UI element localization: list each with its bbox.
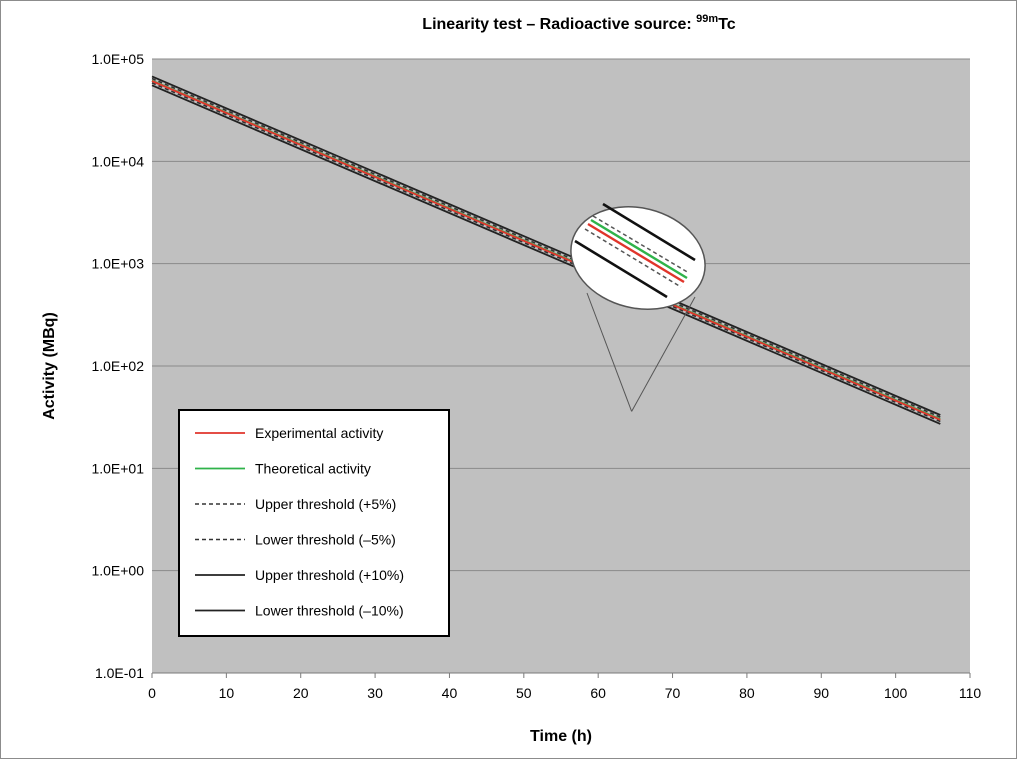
series-lines [151,75,941,425]
legend-label-0: Experimental activity [255,425,383,441]
series-line-4 [151,75,941,416]
x-tick-label: 50 [516,685,532,701]
legend-label-1: Theoretical activity [255,461,371,477]
y-tick-label: 1.0E+05 [91,51,144,67]
inset-line-1 [592,215,690,274]
x-tick-label: 70 [665,685,681,701]
y-tick-label: 1.0E+03 [91,256,144,272]
y-tick-label: 1.0E+00 [91,563,144,579]
x-tick-label: 30 [367,685,383,701]
inset-line-4 [584,228,682,288]
x-tick-label: 90 [813,685,829,701]
series-line-0 [151,80,941,421]
series-line-3 [151,82,941,423]
y-tick-label: 1.0E+04 [91,153,144,169]
series-line-2 [151,77,941,418]
x-tick-label: 60 [590,685,606,701]
series-line-5 [151,84,941,425]
legend-label-2: Upper threshold (+5%) [255,496,396,512]
x-axis-title: Time (h) [530,728,592,745]
legend-label-4: Upper threshold (+10%) [255,567,404,583]
inset-line-0 [602,202,696,262]
inset-connector-left [586,292,633,412]
inset-ellipse [570,206,706,310]
inset-line-5 [574,239,668,299]
inset-line-3 [587,222,685,284]
y-tick-label: 1.0E-01 [95,665,144,681]
magnified-inset [570,202,706,412]
x-tick-label: 100 [884,685,908,701]
chart-title-suffix: Tc [718,16,736,33]
legend-label-5: Lower threshold (–10%) [255,603,404,619]
x-tick-label: 80 [739,685,755,701]
legend-label-3: Lower threshold (–5%) [255,532,396,548]
y-axis-ticks: 1.0E-01 1.0E+00 1.0E+01 1.0E+02 1.0E+03 1.0E+… [91,51,144,681]
x-tick-label: 10 [219,685,235,701]
chart-title-superscript: 99m [696,13,718,25]
y-tick-label: 1.0E+02 [91,358,144,374]
y-tick-label: 1.0E+01 [91,460,144,476]
x-tick-label: 40 [442,685,458,701]
inset-connector-right [631,296,696,412]
y-axis-title: Activity (MBq) [41,312,58,420]
legend-box [178,409,450,637]
x-tick-label: 110 [959,685,982,701]
x-axis-ticks: 0 10 20 30 40 50 60 70 80 90 100 110 [148,673,981,701]
inset-line-2 [590,218,688,280]
x-tick-label: 0 [148,685,156,701]
chart-title: Linearity test – Radioactive source: 99m… [422,13,735,33]
x-tick-label: 20 [293,685,309,701]
legend: Experimental activity Theoretical activit… [178,409,450,637]
